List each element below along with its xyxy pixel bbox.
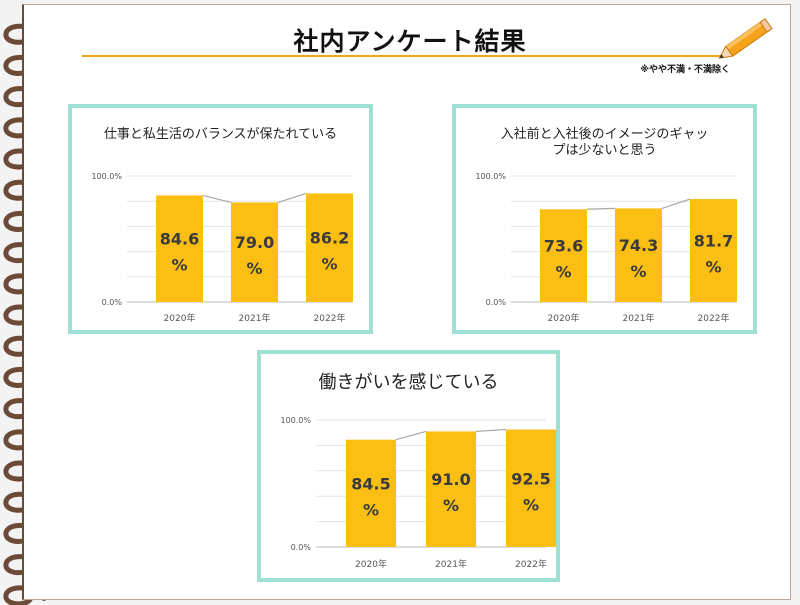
pencil-icon	[718, 18, 773, 59]
data-label-unit: %	[246, 259, 262, 278]
x-tick-label: 2020年	[548, 312, 580, 324]
x-tick-label: 2022年	[515, 558, 547, 570]
data-label-unit: %	[523, 495, 539, 514]
series-connector-line	[661, 198, 691, 209]
data-label-unit: %	[321, 255, 337, 274]
data-label-value: 92.5	[511, 469, 550, 488]
chart-card-expectation-gap: 入社前と入社後のイメージのギャップは少ないと思う 0.0% 100.0% 73.6%…	[452, 104, 757, 334]
bar-2021年	[615, 208, 662, 302]
data-label-unit: %	[555, 263, 571, 282]
bar-2020年	[346, 439, 396, 547]
data-label-unit: %	[363, 500, 379, 519]
data-label-unit: %	[171, 256, 187, 275]
data-label-value: 74.3	[619, 236, 658, 255]
chart-card-job-satisfaction: 働きがいを感じている 0.0% 100.0% 84.5% 2020年 91.0% 2021…	[257, 350, 560, 582]
data-label-value: 86.2	[310, 229, 349, 248]
exclusion-note: ※やや不満・不満除く	[640, 65, 730, 75]
series-connector-line	[202, 194, 232, 204]
page-title: 社内アンケート結果	[293, 27, 527, 56]
data-label-value: 79.0	[235, 233, 274, 252]
x-tick-label: 2021年	[239, 312, 271, 324]
x-tick-label: 2022年	[698, 312, 730, 324]
y-tick-label: 0.0%	[102, 298, 123, 307]
x-tick-label: 2020年	[164, 312, 196, 324]
chart-card-work-life-balance: 仕事と私生活のバランスが保たれている 0.0% 100.0% 84.6% 2020年 7…	[68, 104, 373, 334]
data-label-unit: %	[630, 262, 646, 281]
data-label-unit: %	[705, 258, 721, 277]
x-tick-label: 2021年	[623, 312, 655, 324]
y-tick-label: 100.0%	[91, 172, 122, 181]
bar-2022年	[690, 199, 737, 302]
data-label-value: 84.5	[351, 474, 390, 493]
bar-2022年	[506, 429, 556, 547]
x-tick-label: 2020年	[355, 558, 387, 570]
chart-title: 入社前と入社後のイメージのギャップは少ないと思う	[500, 127, 709, 158]
bar-2021年	[231, 202, 278, 302]
data-label-value: 91.0	[431, 470, 470, 489]
bar-2021年	[426, 431, 476, 547]
data-label-value: 81.7	[694, 232, 733, 251]
x-tick-label: 2022年	[314, 312, 346, 324]
bar-2020年	[540, 209, 587, 302]
bar-chart: 0.0% 100.0% 73.6% 2020年 74.3% 2021年 81.7% 2022年	[475, 172, 737, 324]
y-tick-label: 0.0%	[291, 543, 312, 552]
data-label-value: 73.6	[544, 237, 583, 256]
bar-2020年	[156, 195, 203, 302]
chart-title: 仕事と私生活のバランスが保たれている	[103, 127, 338, 142]
series-connector-line	[395, 430, 427, 441]
y-tick-label: 100.0%	[280, 416, 311, 425]
data-label-unit: %	[443, 496, 459, 515]
series-connector-line	[475, 428, 507, 433]
y-tick-label: 100.0%	[475, 172, 506, 181]
chart-title: 働きがいを感じている	[318, 372, 499, 393]
y-tick-label: 0.0%	[486, 298, 507, 307]
bar-chart: 0.0% 100.0% 84.6% 2020年 79.0% 2021年 86.2% 2022年	[91, 172, 353, 324]
x-tick-label: 2021年	[435, 558, 467, 570]
title-underline	[82, 55, 722, 57]
series-connector-line	[277, 192, 307, 204]
bar-chart: 0.0% 100.0% 84.5% 2020年 91.0% 2021年 92.5% 2022年	[280, 416, 556, 570]
bar-2022年	[306, 193, 353, 302]
series-connector-line	[586, 207, 616, 210]
data-label-value: 84.6	[160, 230, 199, 249]
